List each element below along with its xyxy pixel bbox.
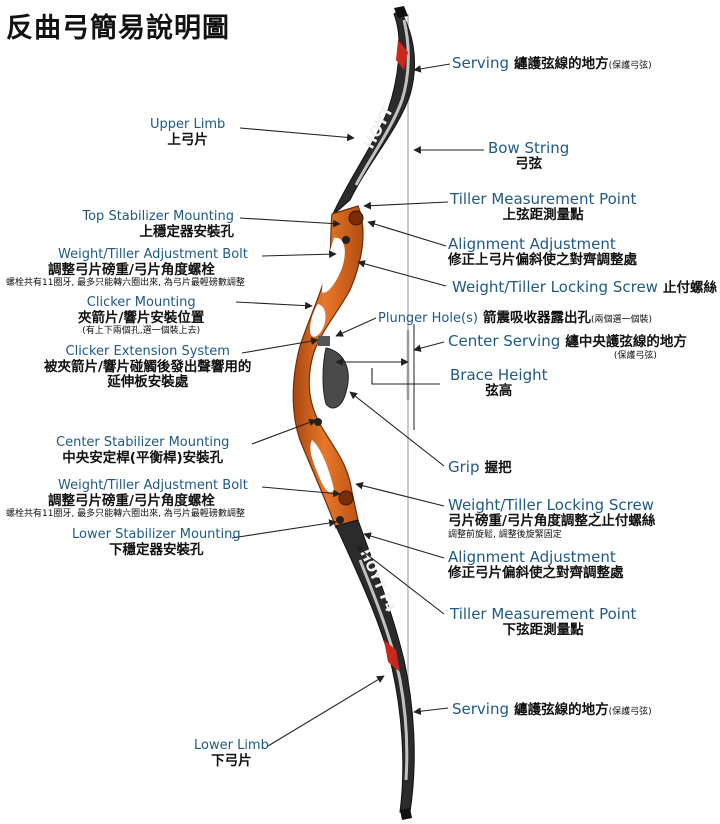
label-weight-bolt-bot: Weight/Tiller Adjustment Bolt 調整弓片磅重/弓片角…	[6, 478, 248, 520]
serving-top-en: Serving	[452, 54, 509, 72]
top-stab-en: Top Stabilizer Mounting	[82, 209, 234, 224]
label-tiller-top: Tiller Measurement Point 上弦距測量點	[450, 190, 637, 224]
lower-limb-highlight	[358, 559, 409, 781]
lower-limb-tip	[400, 808, 412, 820]
lock-bot-note: 調整前旋鬆, 調整後旋緊固定	[448, 529, 562, 540]
center-stab-hole	[314, 418, 322, 426]
upper-limb-tip	[394, 6, 408, 18]
lower-stab-en: Lower Stabilizer Mounting	[72, 527, 241, 542]
label-lower-stab: Lower Stabilizer Mounting 下穩定器安裝孔	[72, 527, 241, 558]
tiller-bot-zh: 下弦距測量點	[502, 622, 584, 639]
grip-en: Grip	[448, 458, 480, 476]
center-serving-note: (保護弓弦)	[613, 350, 657, 361]
clicker-ext-en: Clicker Extension System	[65, 344, 230, 359]
label-clicker: Clicker Mounting 夾箭片/響片安裝位置 (有上下兩個孔,選一個裝…	[78, 295, 205, 337]
label-lower-limb: Lower Limb 下弓片	[194, 738, 269, 769]
serving-top-zh: 纏護弦線的地方	[514, 56, 609, 72]
grip-shape	[322, 347, 349, 409]
tiller-bot-en: Tiller Measurement Point	[450, 605, 637, 623]
label-upper-limb: Upper Limb 上弓片	[150, 117, 226, 148]
align-bot-en: Alignment Adjustment	[448, 548, 616, 566]
lower-limb-en: Lower Limb	[194, 738, 269, 753]
clicker-note: (有上下兩個孔,選一個裝上去)	[82, 326, 201, 337]
weight-bolt-bot-en: Weight/Tiller Adjustment Bolt	[58, 478, 248, 493]
center-stab-en: Center Stabilizer Mounting	[56, 435, 230, 450]
serving-bot-note: (保護弓弦)	[608, 707, 652, 717]
riser-cutout-mid	[310, 304, 326, 337]
label-center-stab: Center Stabilizer Mounting 中央安定桿(平衡桿)安裝孔	[56, 435, 230, 466]
lock-bot-zh: 弓片磅重/弓片角度調整之止付螺絲	[448, 513, 656, 530]
label-grip: Grip 握把	[448, 458, 512, 477]
label-lock-top: Weight/Tiller Locking Screw 止付螺絲	[452, 278, 717, 297]
riser-cutout-lower	[310, 440, 334, 493]
bow-string-en: Bow String	[488, 139, 570, 157]
align-top-zh: 修正上弓片偏斜使之對齊調整處	[448, 252, 637, 269]
tiller-top-en: Tiller Measurement Point	[450, 190, 637, 208]
bow-string-zh: 弓弦	[515, 156, 543, 173]
plunger-en: Plunger Hole(s)	[378, 311, 478, 326]
label-align-bot: Alignment Adjustment 修正弓片偏斜使之對齊調整處	[448, 548, 624, 582]
weight-bolt-bot-note: 螺栓共有11圈牙, 最多只能轉六圈出來, 為弓片最輕磅數調整	[6, 509, 245, 520]
align-top-en: Alignment Adjustment	[448, 235, 616, 253]
label-serving-top: Serving 纏護弦線的地方(保護弓弦)	[452, 54, 652, 73]
label-tiller-bot: Tiller Measurement Point 下弦距測量點	[450, 605, 637, 639]
lower-limb-red-accent	[384, 640, 400, 672]
lock-bot-en: Weight/Tiller Locking Screw	[448, 496, 654, 514]
upper-limb-red-accent	[396, 40, 408, 70]
lock-top-en: Weight/Tiller Locking Screw	[452, 278, 658, 296]
serving-bot-en: Serving	[452, 700, 509, 718]
align-bot-zh: 修正弓片偏斜使之對齊調整處	[448, 565, 624, 582]
serving-top-note: (保護弓弦)	[608, 61, 652, 71]
page-title: 反曲弓簡易說明圖	[6, 13, 230, 44]
weight-bolt-top-en: Weight/Tiller Adjustment Bolt	[58, 247, 248, 262]
upper-limb-en: Upper Limb	[150, 117, 226, 132]
serving-bot-zh: 纏護弦線的地方	[514, 702, 609, 718]
center-serving-zh: 纏中央護弦線的地方	[565, 334, 687, 350]
upper-stab-hole	[342, 236, 350, 244]
label-brace-height: Brace Height 弦高	[450, 366, 548, 400]
label-clicker-ext: Clicker Extension System 被夾箭片/響片碰觸後發出聲響用…	[44, 344, 252, 391]
clicker-plate	[318, 336, 330, 346]
brace-height-en: Brace Height	[450, 366, 548, 384]
label-plunger: Plunger Hole(s) 箭震吸收器露出孔(兩個選一個裝)	[378, 308, 652, 327]
tiller-top-zh: 上弦距測量點	[502, 207, 584, 224]
weight-bolt-top-zh: 調整弓片磅重/弓片角度螺栓	[48, 261, 215, 278]
label-weight-bolt-top: Weight/Tiller Adjustment Bolt 調整弓片磅重/弓片角…	[6, 247, 248, 289]
label-bow-string: Bow String 弓弦	[488, 139, 570, 173]
lower-stab-hole	[336, 516, 344, 524]
label-align-top: Alignment Adjustment 修正上弓片偏斜使之對齊調整處	[448, 235, 637, 269]
clicker-en: Clicker Mounting	[86, 295, 196, 310]
upper-limb-highlight	[354, 19, 410, 186]
clicker-ext-zh2: 延伸板安裝處	[107, 374, 189, 391]
lower-stab-zh: 下穩定器安裝孔	[109, 541, 204, 558]
lock-top-zh: 止付螺絲	[663, 280, 718, 296]
top-bolt	[348, 210, 364, 226]
weight-bolt-bot-zh: 調整弓片磅重/弓片角度螺栓	[48, 492, 215, 509]
center-serving-en: Center Serving	[448, 332, 561, 350]
plunger-note: (兩個選一個裝)	[591, 315, 653, 325]
label-center-serving: Center Serving 纏中央護弦線的地方 (保護弓弦)	[448, 332, 687, 361]
riser-cutout-upper	[322, 237, 345, 293]
grip-zh: 握把	[484, 460, 512, 476]
clicker-ext-zh1: 被夾箭片/響片碰觸後發出聲響用的	[44, 358, 252, 375]
weight-bolt-top-note: 螺栓共有11圈牙, 最多只能轉六圈出來, 為弓片最輕磅數調整	[6, 278, 245, 289]
bottom-bolt	[338, 490, 354, 506]
upper-limb-shape	[331, 9, 416, 217]
label-lock-bot: Weight/Tiller Locking Screw 弓片磅重/弓片角度調整之…	[448, 496, 656, 540]
lower-limb-zh: 下弓片	[211, 752, 252, 769]
label-serving-bot: Serving 纏護弦線的地方(保護弓弦)	[452, 700, 652, 719]
center-stab-zh: 中央安定桿(平衡桿)安裝孔	[62, 449, 224, 466]
label-top-stab: Top Stabilizer Mounting 上穩定器安裝孔	[82, 209, 235, 240]
plunger-zh: 箭震吸收器露出孔	[483, 310, 592, 326]
top-stab-zh: 上穩定器安裝孔	[139, 223, 235, 240]
brace-height-zh: 弦高	[485, 383, 513, 400]
upper-limb-zh: 上弓片	[167, 131, 208, 148]
clicker-zh: 夾箭片/響片安裝位置	[78, 309, 205, 326]
